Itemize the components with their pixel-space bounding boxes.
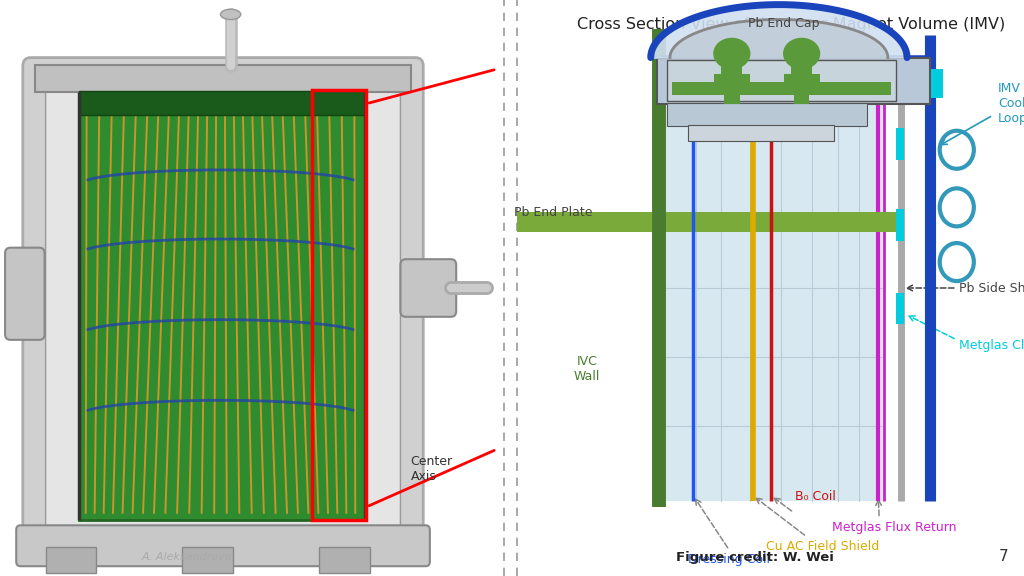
Text: Pb End Plate: Pb End Plate [514, 206, 593, 219]
Bar [714, 74, 750, 85]
Text: Figure credit: W. Wei: Figure credit: W. Wei [676, 551, 834, 564]
Ellipse shape [220, 9, 241, 20]
FancyBboxPatch shape [46, 86, 400, 530]
Text: Pb End Cap: Pb End Cap [748, 17, 819, 29]
Bar [668, 60, 896, 101]
Bar [722, 49, 742, 81]
Bar [783, 74, 820, 85]
Text: Metglas Cloaks: Metglas Cloaks [959, 339, 1024, 352]
Bar [311, 90, 367, 520]
Bar [932, 69, 943, 98]
Text: Cu AC Field Shield: Cu AC Field Shield [766, 540, 879, 554]
Text: IVC
Wall: IVC Wall [573, 355, 600, 382]
Bar [896, 209, 904, 241]
Bar [36, 65, 411, 92]
Text: 7: 7 [998, 550, 1009, 564]
Bar [792, 49, 812, 81]
Bar [724, 81, 739, 104]
Bar [673, 82, 891, 95]
Ellipse shape [713, 38, 751, 69]
Bar [896, 293, 904, 324]
Text: Dressing Coil: Dressing Coil [688, 553, 770, 566]
Text: A. Aleksandrova: A. Aleksandrova [142, 552, 232, 562]
Text: Metglas Flux Return: Metglas Flux Return [833, 521, 957, 535]
Ellipse shape [783, 38, 820, 69]
Bar [46, 547, 96, 573]
Bar [688, 125, 835, 141]
Text: B₀ Coil: B₀ Coil [796, 490, 837, 503]
FancyBboxPatch shape [23, 58, 423, 547]
Bar [79, 105, 365, 520]
Text: Pb Side Shield: Pb Side Shield [959, 282, 1024, 294]
Text: Center
Axis: Center Axis [411, 456, 453, 483]
Bar [794, 81, 809, 104]
Bar [319, 547, 370, 573]
Bar [656, 69, 885, 501]
Bar [182, 547, 233, 573]
Bar [656, 58, 930, 104]
Bar [896, 128, 904, 160]
FancyBboxPatch shape [16, 525, 430, 566]
Text: IMV
Cooling
Loops: IMV Cooling Loops [998, 82, 1024, 125]
Bar [668, 103, 867, 126]
Bar [517, 212, 901, 232]
FancyBboxPatch shape [5, 248, 45, 340]
FancyBboxPatch shape [400, 259, 457, 317]
Text: Cross Section View of the Inner Magnet Volume (IMV): Cross Section View of the Inner Magnet V… [578, 17, 1006, 32]
Bar [79, 91, 365, 115]
